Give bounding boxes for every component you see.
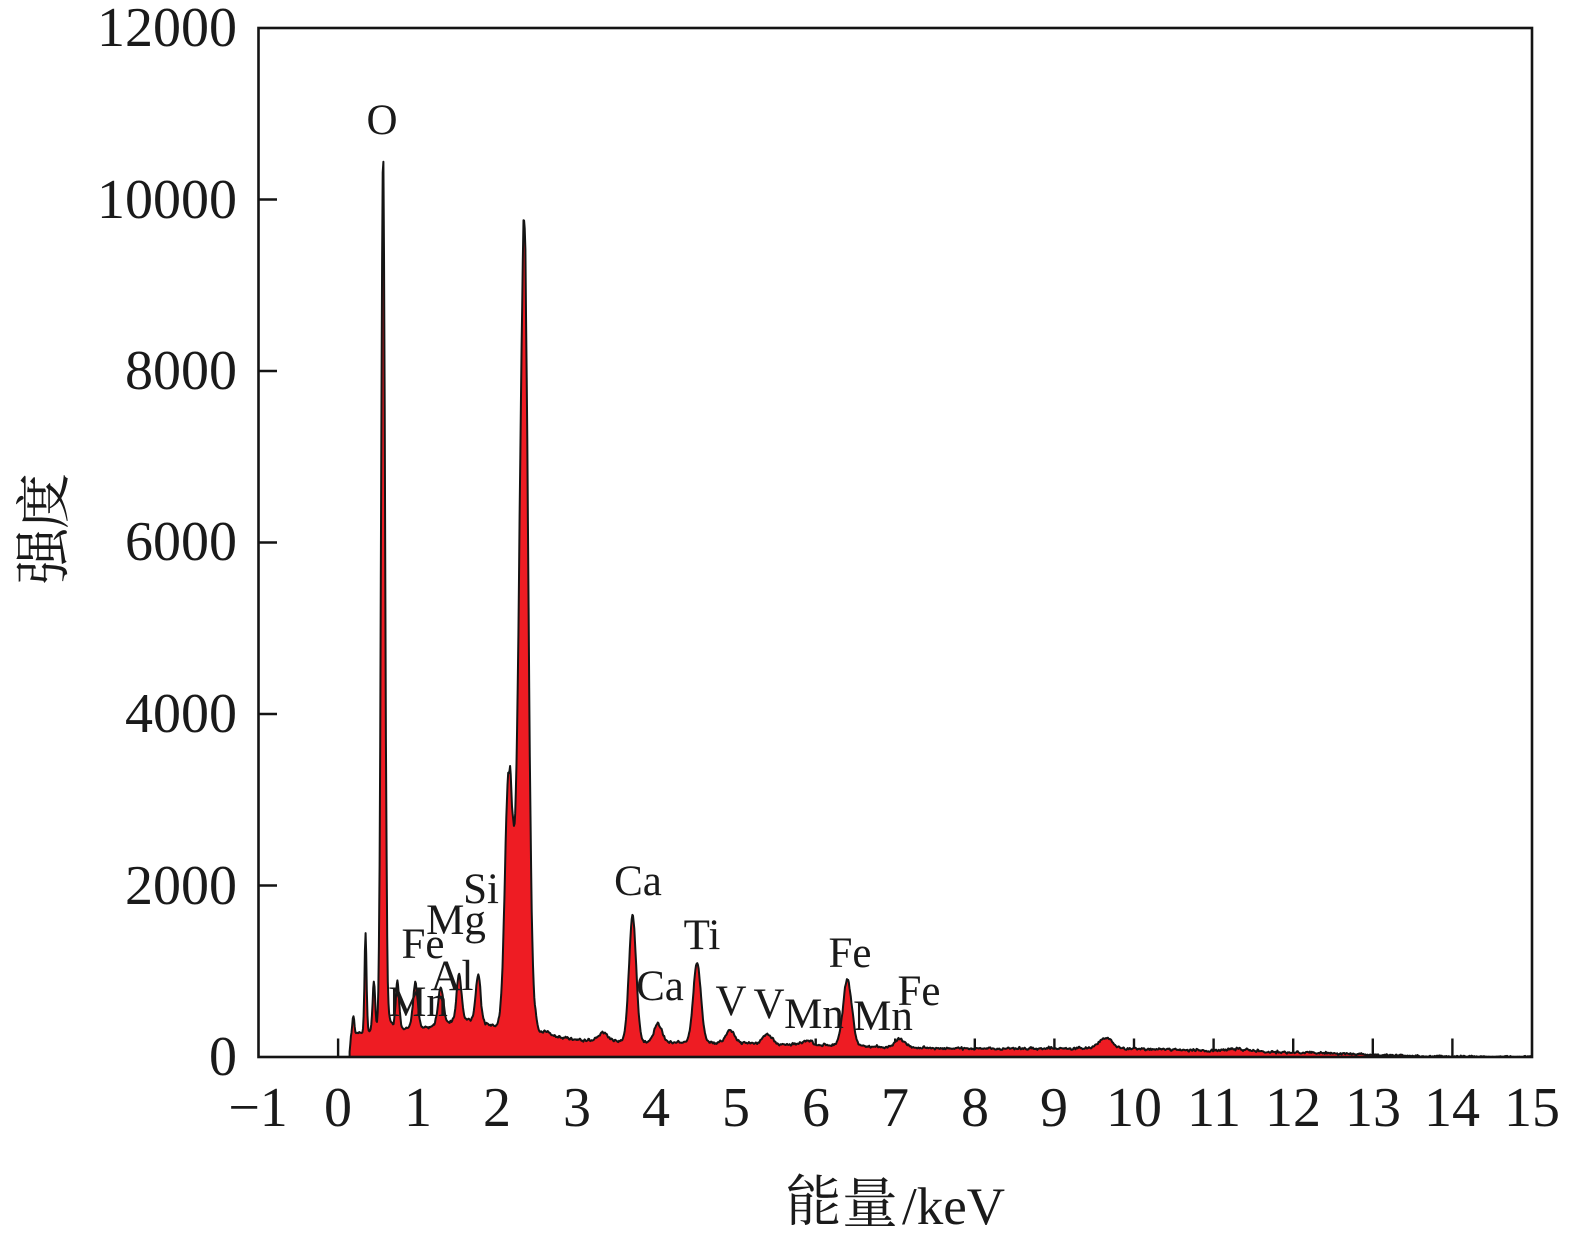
svg-text:2000: 2000 bbox=[125, 855, 237, 917]
svg-text:13: 13 bbox=[1345, 1077, 1401, 1139]
svg-text:11: 11 bbox=[1187, 1077, 1241, 1139]
svg-text:1: 1 bbox=[404, 1077, 432, 1139]
svg-text:7: 7 bbox=[881, 1077, 909, 1139]
svg-text:Ca: Ca bbox=[614, 858, 662, 905]
svg-text:Fe: Fe bbox=[402, 921, 445, 968]
svg-text:2: 2 bbox=[483, 1077, 511, 1139]
svg-text:−1: −1 bbox=[228, 1077, 288, 1139]
svg-text:6000: 6000 bbox=[125, 511, 237, 573]
svg-text:0: 0 bbox=[324, 1077, 352, 1139]
svg-text:Si: Si bbox=[463, 866, 499, 913]
svg-text:Mn: Mn bbox=[388, 979, 448, 1026]
svg-text:Al: Al bbox=[431, 953, 474, 1000]
svg-text:6: 6 bbox=[802, 1077, 830, 1139]
svg-text:5: 5 bbox=[722, 1077, 750, 1139]
svg-text:12: 12 bbox=[1265, 1077, 1321, 1139]
svg-text:V: V bbox=[753, 981, 784, 1028]
svg-text:V: V bbox=[715, 978, 746, 1025]
svg-text:4: 4 bbox=[642, 1077, 670, 1139]
svg-text:3: 3 bbox=[563, 1077, 591, 1139]
svg-text:Ti: Ti bbox=[684, 912, 721, 959]
svg-text:Mg: Mg bbox=[426, 897, 486, 944]
svg-text:Mn: Mn bbox=[853, 993, 913, 1040]
svg-text:O: O bbox=[366, 97, 397, 144]
svg-text:8: 8 bbox=[961, 1077, 989, 1139]
svg-text:14: 14 bbox=[1424, 1077, 1480, 1139]
svg-text:0: 0 bbox=[209, 1026, 237, 1088]
svg-text:10000: 10000 bbox=[97, 169, 237, 231]
svg-text:12000: 12000 bbox=[97, 0, 237, 59]
svg-text:8000: 8000 bbox=[125, 340, 237, 402]
svg-text:9: 9 bbox=[1040, 1077, 1068, 1139]
svg-text:/keV: /keV bbox=[902, 1178, 1005, 1236]
svg-text:Mn: Mn bbox=[784, 991, 844, 1038]
svg-text:4000: 4000 bbox=[125, 683, 237, 745]
svg-text:Ca: Ca bbox=[636, 963, 684, 1010]
svg-text:15: 15 bbox=[1504, 1077, 1560, 1139]
svg-text:Fe: Fe bbox=[898, 968, 941, 1015]
svg-text:10: 10 bbox=[1106, 1077, 1162, 1139]
svg-text:Fe: Fe bbox=[829, 930, 872, 977]
